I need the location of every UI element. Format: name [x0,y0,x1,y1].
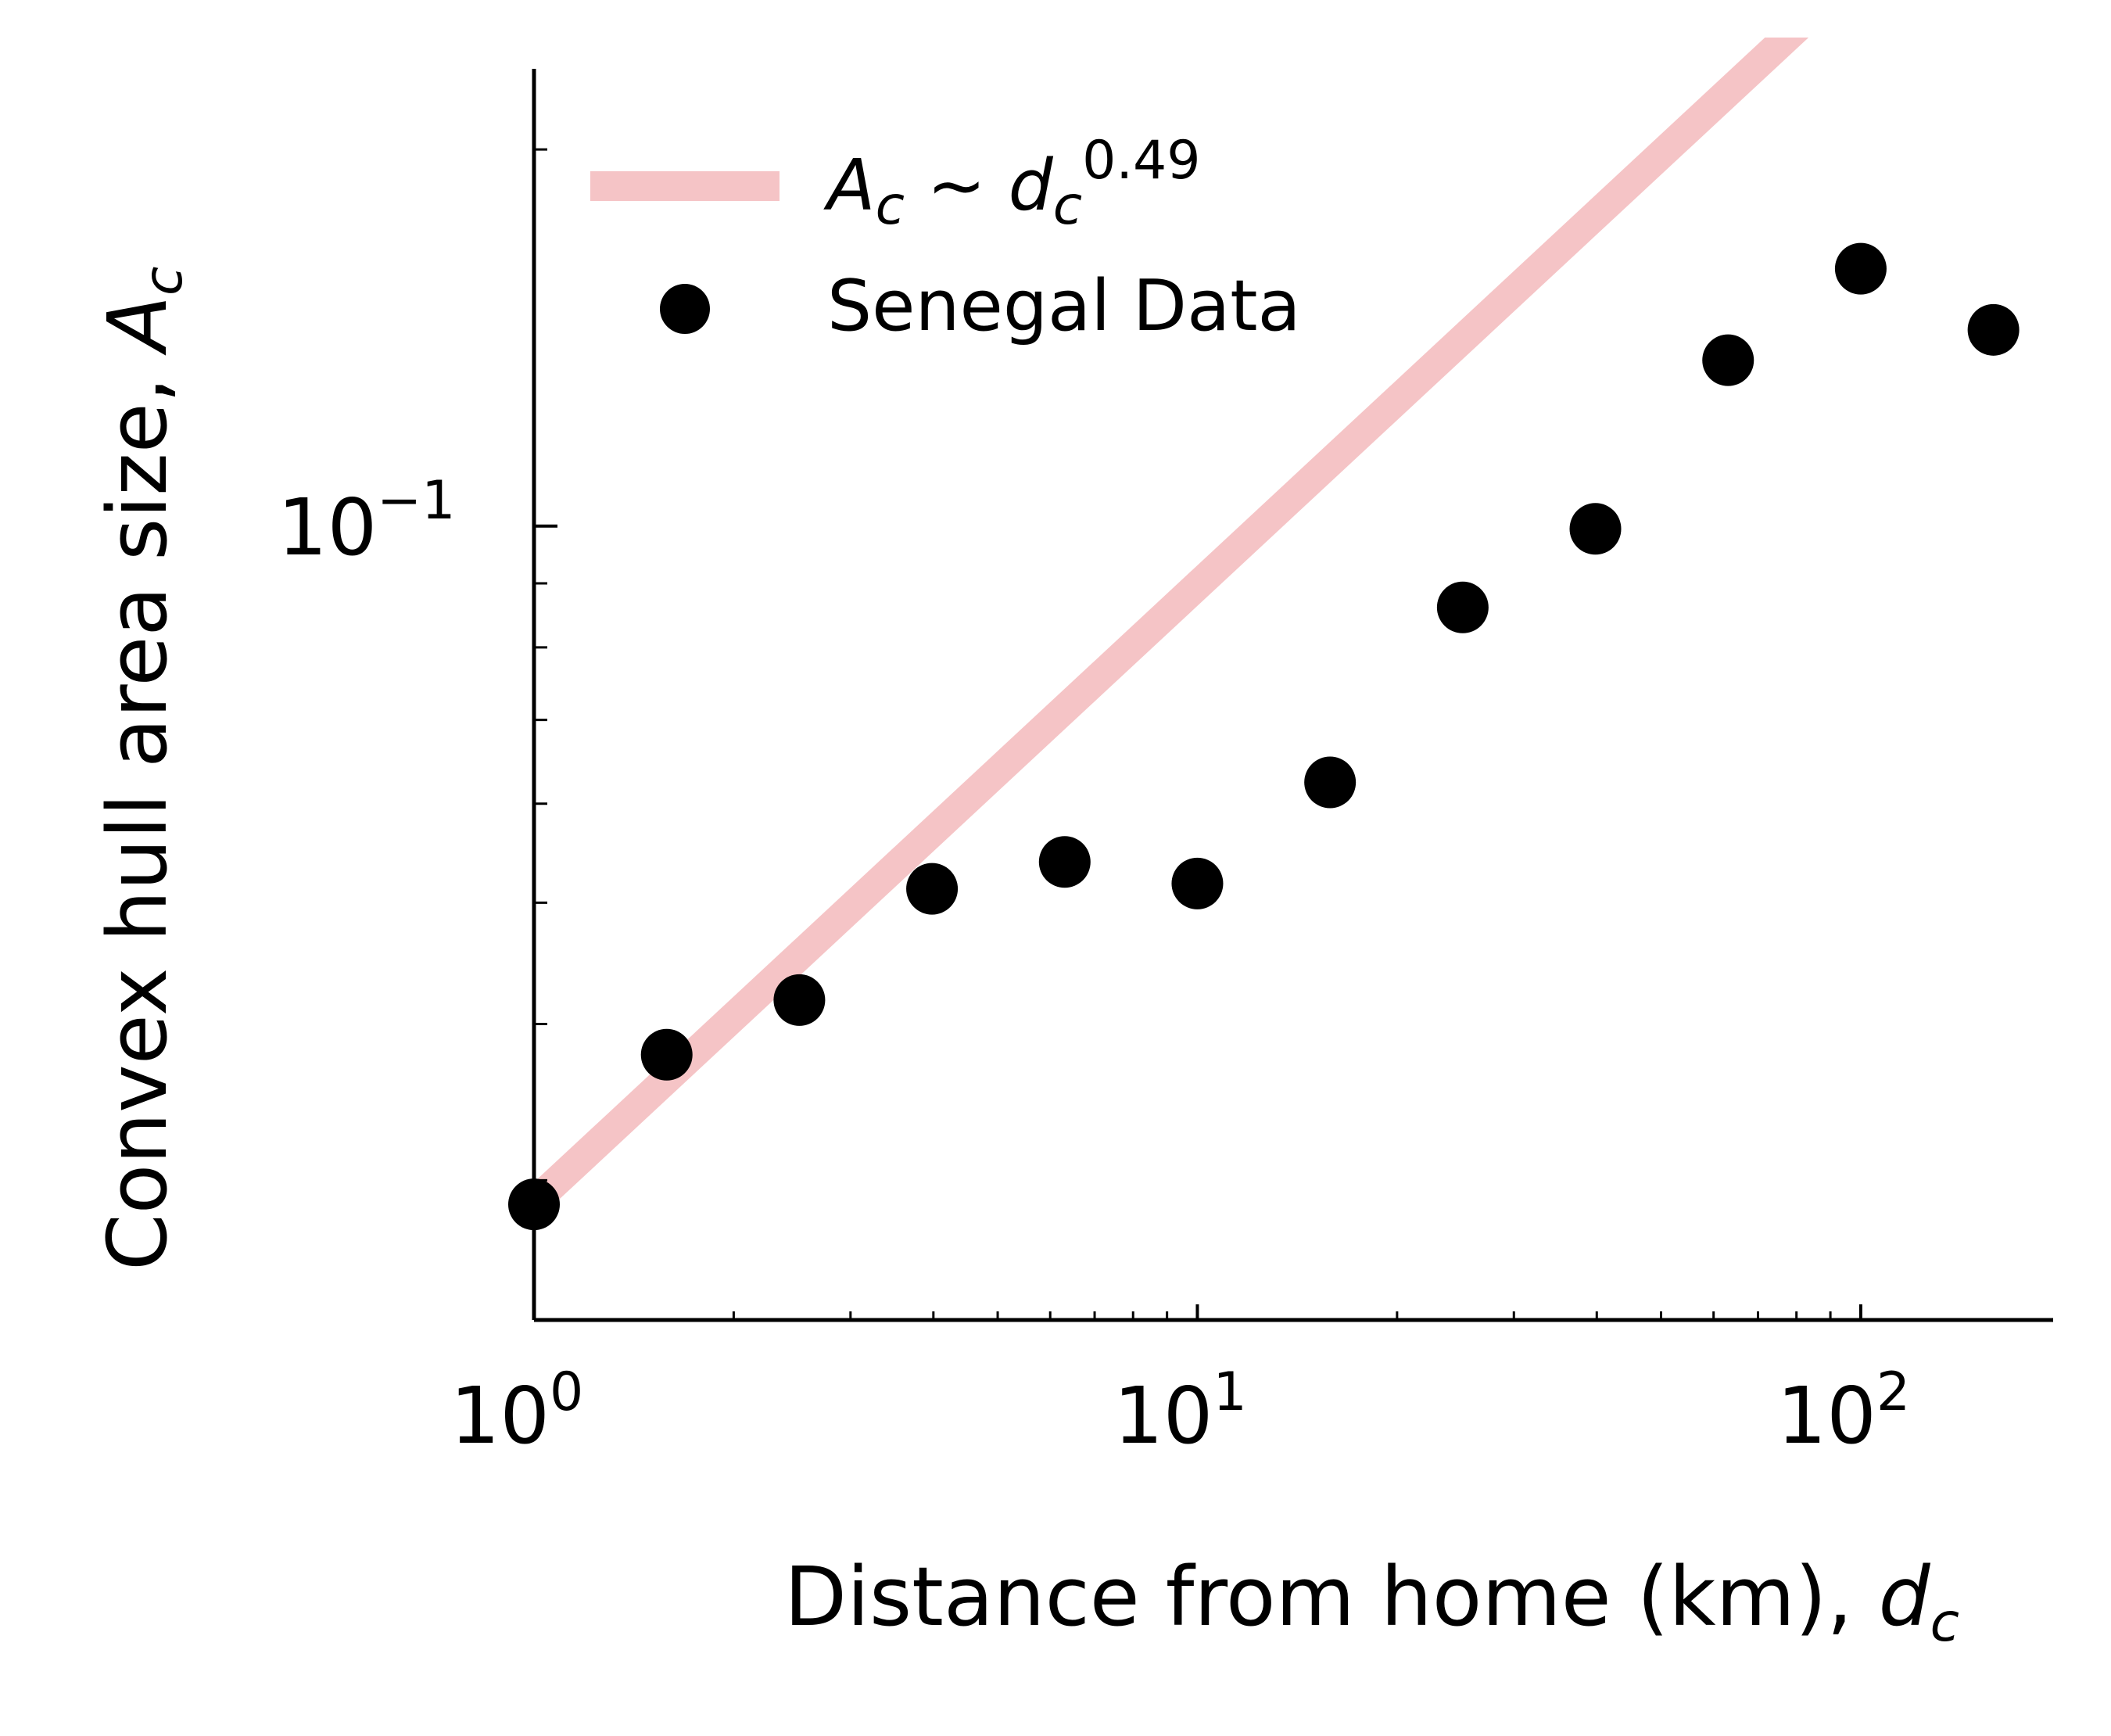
data-point [1436,581,1489,633]
data-point [906,863,959,915]
data-point [1569,503,1622,555]
y-axis-label: Convex hull area size, Ac [90,267,195,1271]
data-point [773,974,826,1026]
data-point [640,1028,693,1081]
y-tick-label: 10−1 [278,470,456,573]
fit-line [534,38,1809,1214]
legend-data-marker [660,284,710,334]
data-point [1967,303,2020,356]
x-tick-label: 100 [450,1361,584,1462]
legend: Ac ~ dc0.49 Senegal Data [590,130,1301,347]
ticks: 100 101 102 10−1 [278,148,1911,1462]
data-point [1038,836,1091,888]
legend-fit-line-label: Ac ~ dc0.49 [823,130,1201,237]
data-point [1304,756,1357,809]
x-tick-label: 102 [1777,1361,1911,1462]
legend-data-label: Senegal Data [827,265,1301,347]
data-point [1702,334,1754,386]
data-point [1834,242,1887,295]
axes [532,69,2053,1322]
x-axis-label: Distance from home (km), dc [784,1549,1959,1654]
data-point [1171,857,1224,909]
plot-area [508,38,2020,1231]
x-tick-label: 101 [1113,1361,1247,1462]
